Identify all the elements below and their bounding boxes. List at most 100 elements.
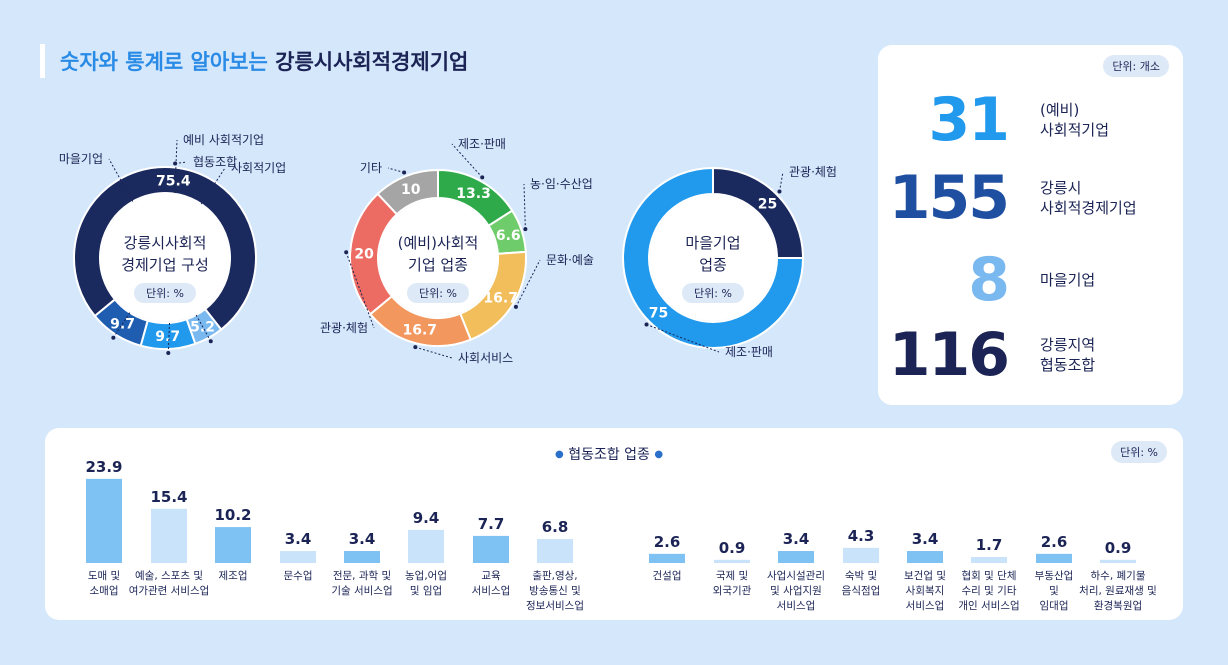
- stat-label-line: 사회적경제기업: [1040, 199, 1137, 217]
- bar-category-label: 사회복지: [906, 585, 945, 597]
- slice-value-label: 13.3: [456, 186, 491, 202]
- bar-category-label: 숙박 및: [845, 570, 877, 582]
- bar-value-label: 1.7: [976, 536, 1003, 554]
- callout-line: [646, 324, 720, 353]
- bullet-icon: ●: [555, 449, 564, 460]
- bar-category-label: 외국기관: [713, 585, 752, 597]
- bar-value-label: 3.4: [285, 530, 312, 548]
- slice-value-label: 16.7: [402, 323, 437, 339]
- bar-category-label: 여가관련 서비스업: [129, 584, 210, 597]
- donut-slice: [73, 166, 257, 331]
- donut-chart-2: 13.3 제조·판매 6.6 농·임·수산업 16.7 문화·예술 16.7 사회서비스 20 관…: [320, 137, 594, 365]
- slice-category-label: 사회서비스: [458, 351, 513, 365]
- callout-dot: [777, 189, 782, 194]
- bar-category-label: 처리, 원료재생 및: [1079, 585, 1157, 597]
- callout-dot: [111, 335, 116, 340]
- bar-category-label: 하수, 폐기물: [1091, 569, 1146, 582]
- stat-label-line: 사회적기업: [1040, 121, 1110, 139]
- stat-label-line: 마을기업: [1040, 271, 1096, 289]
- slice-category-label: 관광·체험: [320, 321, 368, 335]
- bar: [408, 529, 444, 563]
- cooperative-industry-panel: ● 협동조합 업종 ● 단위: % 23.9 도매 및 소매업 15.4 예술, 스포츠…: [45, 428, 1183, 620]
- stat-label: 마을기업: [1040, 270, 1095, 290]
- bar-category-label: 협회 및 단체: [962, 569, 1017, 582]
- callout-dot: [644, 322, 649, 327]
- bar: [714, 559, 750, 563]
- stat-row: 31 (예비) 사회적기업: [878, 85, 1183, 155]
- bar: [778, 551, 814, 563]
- title-main: 강릉시사회적경제기업: [275, 50, 469, 74]
- unit-badge: [682, 283, 744, 303]
- callout-line: [345, 252, 375, 329]
- bar-value-label: 7.7: [478, 515, 505, 533]
- bar-unit-badge: 단위: %: [1111, 441, 1167, 463]
- bar: [537, 539, 573, 563]
- bar-category-label: 소매업: [90, 584, 119, 597]
- bar-category-label: 서비스업: [906, 599, 945, 612]
- title-accent-bar: [40, 44, 45, 78]
- callout-dot: [166, 350, 171, 355]
- bar-category-label: 사업시설관리: [767, 569, 825, 582]
- bar-value-label: 15.4: [150, 488, 187, 506]
- bar-category-label: 보건업 및: [904, 569, 946, 582]
- stat-label-line: 협동조합: [1040, 356, 1096, 374]
- bar-chart-title-text: 협동조합 업종: [568, 447, 650, 463]
- bar-category-label: 환경복원업: [1094, 599, 1142, 612]
- callout-dot: [402, 170, 407, 175]
- slice-category-label: 마을기업: [59, 152, 103, 166]
- donut-center-label: 강릉시사회적: [124, 234, 207, 252]
- stats-unit-badge: 단위: 개소: [1103, 55, 1169, 77]
- slice-category-label: 문화·예술: [546, 253, 594, 267]
- donut-slice: [622, 166, 805, 349]
- stat-row: 116 강릉지역 협동조합: [878, 320, 1183, 390]
- bar-category-label: 음식점업: [842, 584, 881, 597]
- bar-value-label: 6.8: [542, 518, 569, 536]
- callout-dot: [513, 304, 518, 309]
- bar-category-label: 방송통신 및: [529, 585, 581, 597]
- slice-category-label: 기타: [360, 161, 382, 175]
- bar-category-label: 및: [1049, 585, 1059, 597]
- slice-category-label: 협동조합: [193, 155, 237, 169]
- bar-category-label: 수리 및 기타: [962, 585, 1017, 597]
- bar: [1100, 559, 1136, 563]
- callout-line: [451, 143, 483, 178]
- bar-category-label: 서비스업: [472, 584, 511, 597]
- bar-category-label: 정보서비스업: [526, 599, 584, 612]
- bar-category-label: 교육: [481, 570, 501, 582]
- bar-value-label: 23.9: [85, 458, 122, 476]
- stats-panel: 단위: 개소 31 (예비) 사회적기업 155 강릉시 사회적경제기업 8 마을기업 116 강…: [878, 45, 1183, 405]
- bar-category-label: 농업,어업: [405, 569, 447, 582]
- callout-dot: [344, 250, 349, 255]
- bar: [473, 535, 509, 563]
- unit-badge: [134, 283, 196, 303]
- slice-value-label: 10: [401, 182, 421, 198]
- donut-center-label: 경제기업 구성: [121, 256, 209, 274]
- bar: [649, 553, 685, 563]
- bar-category-label: 출판,영상,: [532, 570, 577, 582]
- donut-slice: [93, 298, 149, 347]
- slice-category-label: 제조·판매: [458, 137, 506, 151]
- donut-center-label: 마을기업: [685, 234, 740, 252]
- bar-category-label: 건설업: [653, 569, 682, 582]
- page-title: 숫자와 통계로 알아보는 강릉시사회적경제기업: [60, 46, 468, 76]
- bar-category-label: 부동산업: [1035, 569, 1074, 582]
- callout-dot: [480, 175, 485, 180]
- bar-category-label: 도매 및: [88, 570, 120, 582]
- donut-hole: [101, 194, 229, 322]
- slice-value-label: 16.7: [483, 290, 518, 306]
- callout-dot: [523, 227, 528, 232]
- bar: [344, 551, 380, 563]
- bar-category-label: 및 임업: [410, 584, 442, 597]
- title-prefix: 숫자와 통계로 알아보는: [60, 50, 268, 74]
- slice-value-label: 6.6: [496, 228, 521, 244]
- bar-value-label: 2.6: [1041, 533, 1068, 551]
- bar: [86, 478, 122, 563]
- donut-slice: [376, 168, 439, 216]
- bar: [843, 547, 879, 563]
- stat-number: 31: [928, 85, 1010, 155]
- donut-hole: [650, 195, 776, 321]
- bar-category-label: 전문, 과학 및: [333, 570, 391, 582]
